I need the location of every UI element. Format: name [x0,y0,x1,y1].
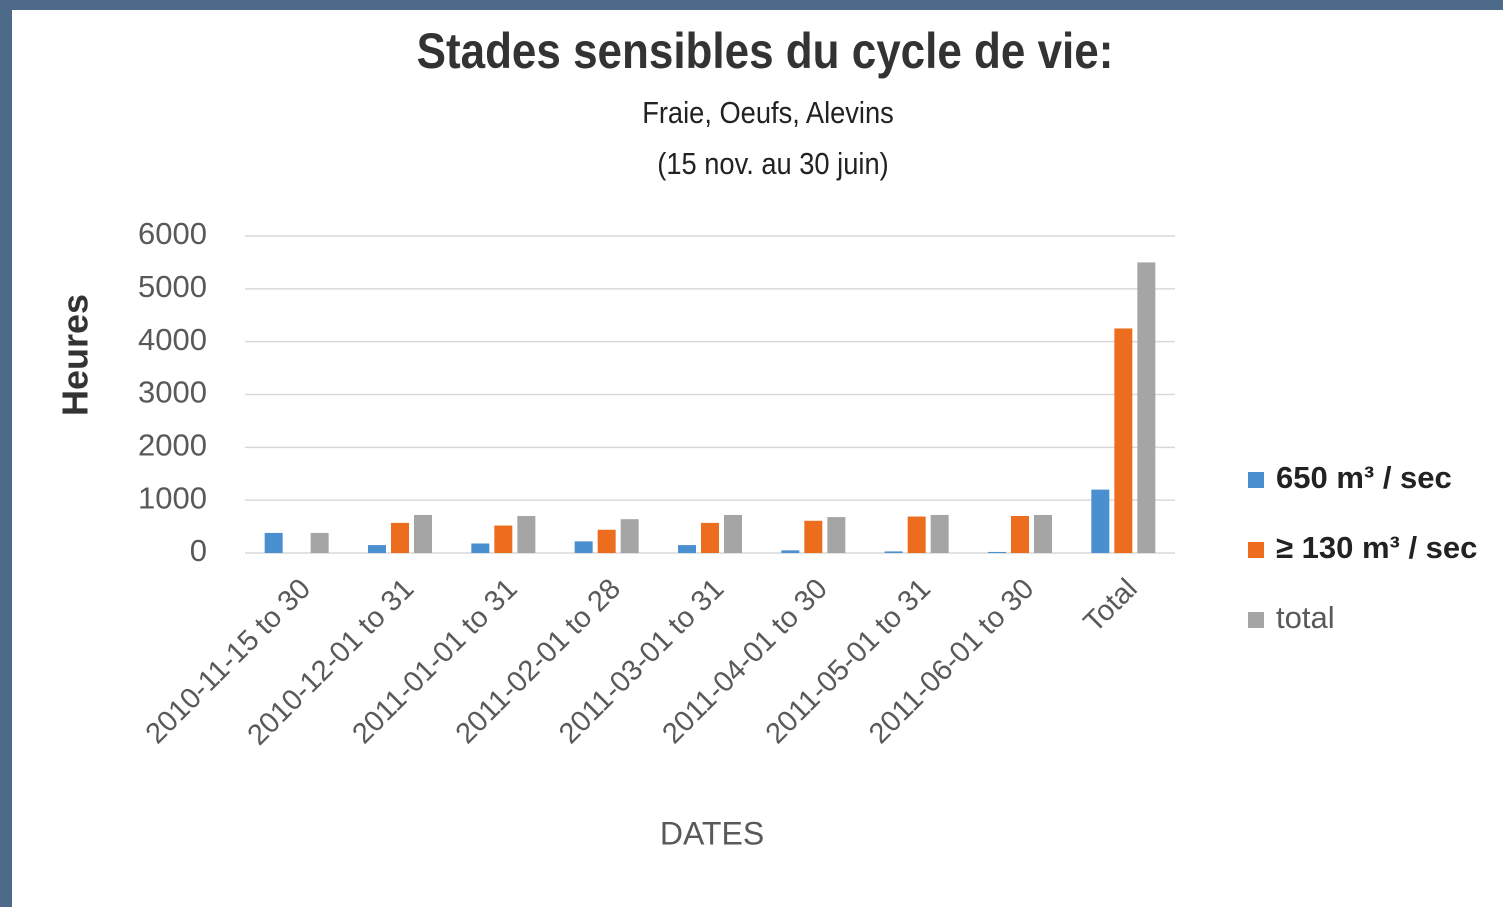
legend-label: total [1276,600,1335,635]
legend-label: ≥ 130 m³ / sec [1276,530,1477,565]
bar [620,519,639,553]
chart-subtitle: (15 nov. au 30 juin) [657,148,888,182]
legend-swatch [1248,542,1264,558]
x-axis-label: DATES [660,815,764,851]
bar [494,525,513,553]
bar [907,516,926,553]
bar [724,514,742,553]
bar [781,550,800,553]
bar [1011,516,1029,553]
bar [827,517,846,553]
bar [414,514,432,553]
bar [310,532,329,553]
y-tick-label: 0 [190,533,207,568]
legend-swatch [1248,472,1264,488]
bar [930,514,949,553]
y-tick-label: 4000 [138,322,207,357]
bar [391,522,409,553]
bar [264,532,283,553]
bar [368,545,386,553]
bar [678,545,696,553]
bar [471,543,490,553]
bar [1137,262,1156,553]
bar [574,541,593,553]
chart-title: Stades sensibles du cycle de vie: [417,23,1114,79]
y-tick-label: 5000 [138,269,207,304]
bar [804,520,823,553]
bar [517,516,536,553]
bar [1034,514,1052,553]
y-tick-label: 1000 [138,480,207,515]
y-tick-label: 3000 [138,375,207,410]
legend-swatch [1248,612,1264,628]
y-tick-label: 6000 [138,216,207,251]
panel [12,10,1503,907]
bar [597,529,616,553]
y-tick-label: 2000 [138,428,207,463]
legend-label: 650 m³ / sec [1276,460,1452,495]
bar [988,551,1006,553]
bar [1091,489,1110,553]
bar [884,551,903,553]
chart-subtitle: Fraie, Oeufs, Alevins [642,97,894,131]
bar [701,522,719,553]
bar [1114,328,1133,553]
y-axis-label: Heures [55,294,96,416]
